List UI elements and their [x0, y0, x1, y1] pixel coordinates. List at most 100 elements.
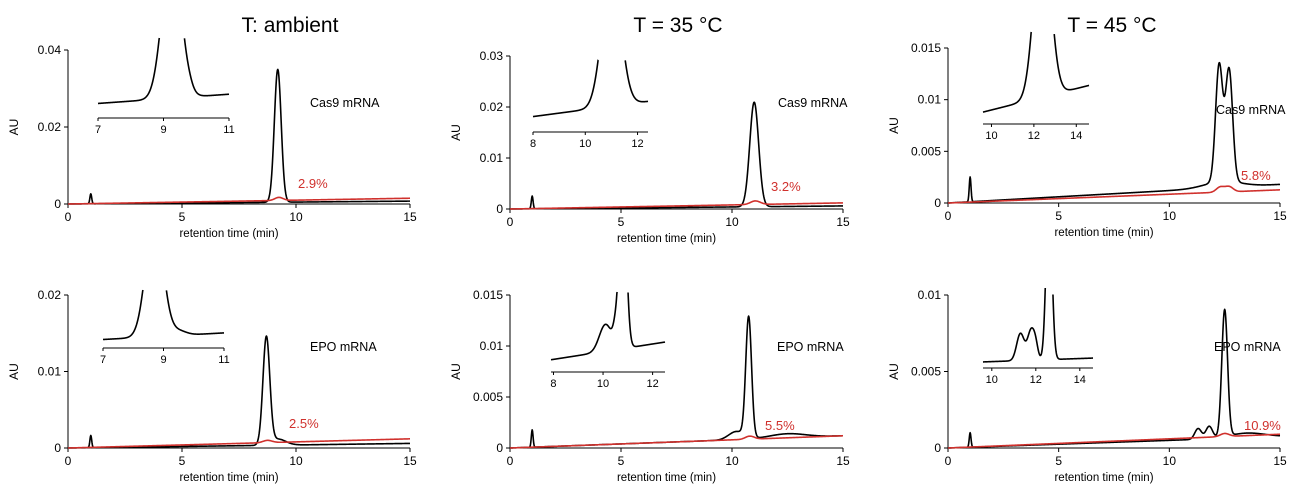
x-tick-label: 0 [945, 209, 952, 223]
y-tick-label: 0.02 [480, 100, 504, 114]
x-tick-label: 5 [1055, 454, 1062, 468]
series-line-highlight [67, 438, 411, 449]
inset-35-cas9: 8 10 12 [530, 59, 649, 150]
inset-x-tick-label: 7 [95, 124, 101, 136]
y-axis-label: AU [887, 363, 901, 380]
inset-series-line [102, 289, 225, 341]
series-line-highlight [509, 434, 844, 449]
percent-label: 5.8% [1241, 168, 1271, 183]
inset-45-epo: 10 12 14 [982, 287, 1094, 386]
panel-45-epo: 0 0.005 0.01 0 5 10 15 retention time (min) AU EP… [887, 287, 1287, 484]
x-axis-label: retention time (min) [617, 233, 716, 245]
y-tick-label: 0.02 [38, 288, 62, 302]
y-tick-label: 0.04 [38, 43, 62, 57]
y-tick-label: 0 [496, 441, 503, 455]
inset-series-line [532, 59, 649, 118]
percent-label: 10.9% [1244, 418, 1281, 433]
series-line-total [67, 68, 411, 205]
x-tick-label: 5 [618, 454, 625, 468]
y-tick-label: 0.005 [473, 390, 503, 404]
inset-series-line [550, 291, 666, 361]
y-tick-label: 0.01 [918, 288, 942, 302]
y-tick-label: 0.03 [480, 49, 504, 63]
x-tick-label: 15 [836, 215, 850, 229]
y-axis-label: AU [887, 117, 901, 134]
inset-45-cas9: 10 12 14 [982, 31, 1090, 142]
y-tick-label: 0 [934, 441, 941, 455]
x-tick-label: 15 [836, 454, 850, 468]
x-axis-label: retention time (min) [179, 472, 278, 484]
x-tick-label: 15 [1273, 454, 1287, 468]
x-tick-label: 0 [945, 454, 952, 468]
inset-series-line [97, 37, 230, 105]
series-line-highlight [67, 196, 411, 205]
y-tick-label: 0.01 [918, 93, 942, 107]
x-tick-label: 5 [179, 210, 186, 224]
y-tick-label: 0.01 [38, 365, 62, 379]
percent-label: 2.5% [289, 416, 319, 431]
sample-label: Cas9 mRNA [778, 96, 848, 110]
x-tick-label: 10 [725, 454, 739, 468]
y-tick-label: 0.01 [480, 339, 504, 353]
x-tick-label: 5 [179, 454, 186, 468]
y-tick-label: 0.02 [38, 120, 62, 134]
y-tick-label: 0 [934, 196, 941, 210]
y-tick-label: 0 [496, 202, 503, 216]
panel-35-epo: 0 0.005 0.01 0.015 0 5 10 15 retention time (min… [449, 288, 850, 484]
x-tick-label: 0 [65, 210, 72, 224]
sample-label: EPO mRNA [1214, 340, 1281, 354]
series-line-highlight [947, 432, 1281, 449]
x-tick-label: 15 [403, 454, 417, 468]
inset-x-tick-label: 11 [218, 354, 229, 366]
percent-label: 5.5% [765, 418, 795, 433]
inset-x-tick-label: 14 [1074, 374, 1086, 386]
y-tick-label: 0.005 [911, 144, 941, 158]
inset-x-tick-label: 8 [550, 378, 556, 390]
y-tick-label: 0 [54, 441, 61, 455]
inset-x-tick-label: 12 [646, 378, 658, 390]
inset-series-line [982, 31, 1090, 113]
x-tick-label: 10 [725, 215, 739, 229]
sample-label: Cas9 mRNA [1216, 103, 1286, 117]
inset-x-tick-label: 12 [631, 138, 643, 150]
x-tick-label: 10 [289, 454, 303, 468]
inset-x-tick-label: 10 [579, 138, 591, 150]
series-line-highlight [947, 185, 1281, 204]
inset-x-tick-label: 12 [1028, 130, 1040, 142]
y-axis-label: AU [7, 119, 21, 136]
percent-label: 2.9% [298, 176, 328, 191]
x-tick-label: 10 [1163, 209, 1177, 223]
x-tick-label: 0 [65, 454, 72, 468]
inset-x-tick-label: 9 [160, 354, 166, 366]
inset-x-tick-label: 7 [100, 354, 106, 366]
inset-series-line [982, 287, 1094, 363]
sample-label: EPO mRNA [310, 340, 377, 354]
inset-x-tick-label: 12 [1030, 374, 1042, 386]
x-tick-label: 0 [507, 454, 514, 468]
panel-35-cas9: 0 0.01 0.02 0.03 0 5 10 15 retention time (min) A… [449, 49, 850, 245]
x-axis-label: retention time (min) [179, 228, 278, 240]
sample-label: EPO mRNA [777, 340, 844, 354]
x-tick-label: 10 [1163, 454, 1177, 468]
inset-35-epo: 8 10 12 [550, 291, 666, 390]
inset-x-tick-label: 10 [985, 130, 997, 142]
panel-amb-cas9: 0 0.02 0.04 0 5 10 15 retention time (min) AU Cas… [7, 37, 417, 240]
x-axis-label: retention time (min) [617, 472, 716, 484]
inset-x-tick-label: 9 [160, 124, 166, 136]
y-tick-label: 0.01 [480, 151, 504, 165]
inset-x-tick-label: 8 [530, 138, 536, 150]
y-axis-label: AU [449, 363, 463, 380]
y-axis-label: AU [449, 124, 463, 141]
inset-x-tick-label: 14 [1070, 130, 1082, 142]
inset-x-tick-label: 11 [223, 124, 234, 136]
column-title-35c: T = 35 °C [633, 14, 722, 37]
inset-x-tick-label: 10 [597, 378, 609, 390]
panel-45-cas9: 0 0.005 0.01 0.015 0 5 10 15 retention time (min… [887, 31, 1287, 239]
y-axis-label: AU [7, 363, 21, 380]
y-tick-label: 0.015 [473, 288, 503, 302]
column-title-ambient: T: ambient [242, 14, 339, 37]
inset-amb-cas9: 7 9 11 [95, 37, 235, 136]
x-tick-label: 10 [289, 210, 303, 224]
x-tick-label: 15 [403, 210, 417, 224]
